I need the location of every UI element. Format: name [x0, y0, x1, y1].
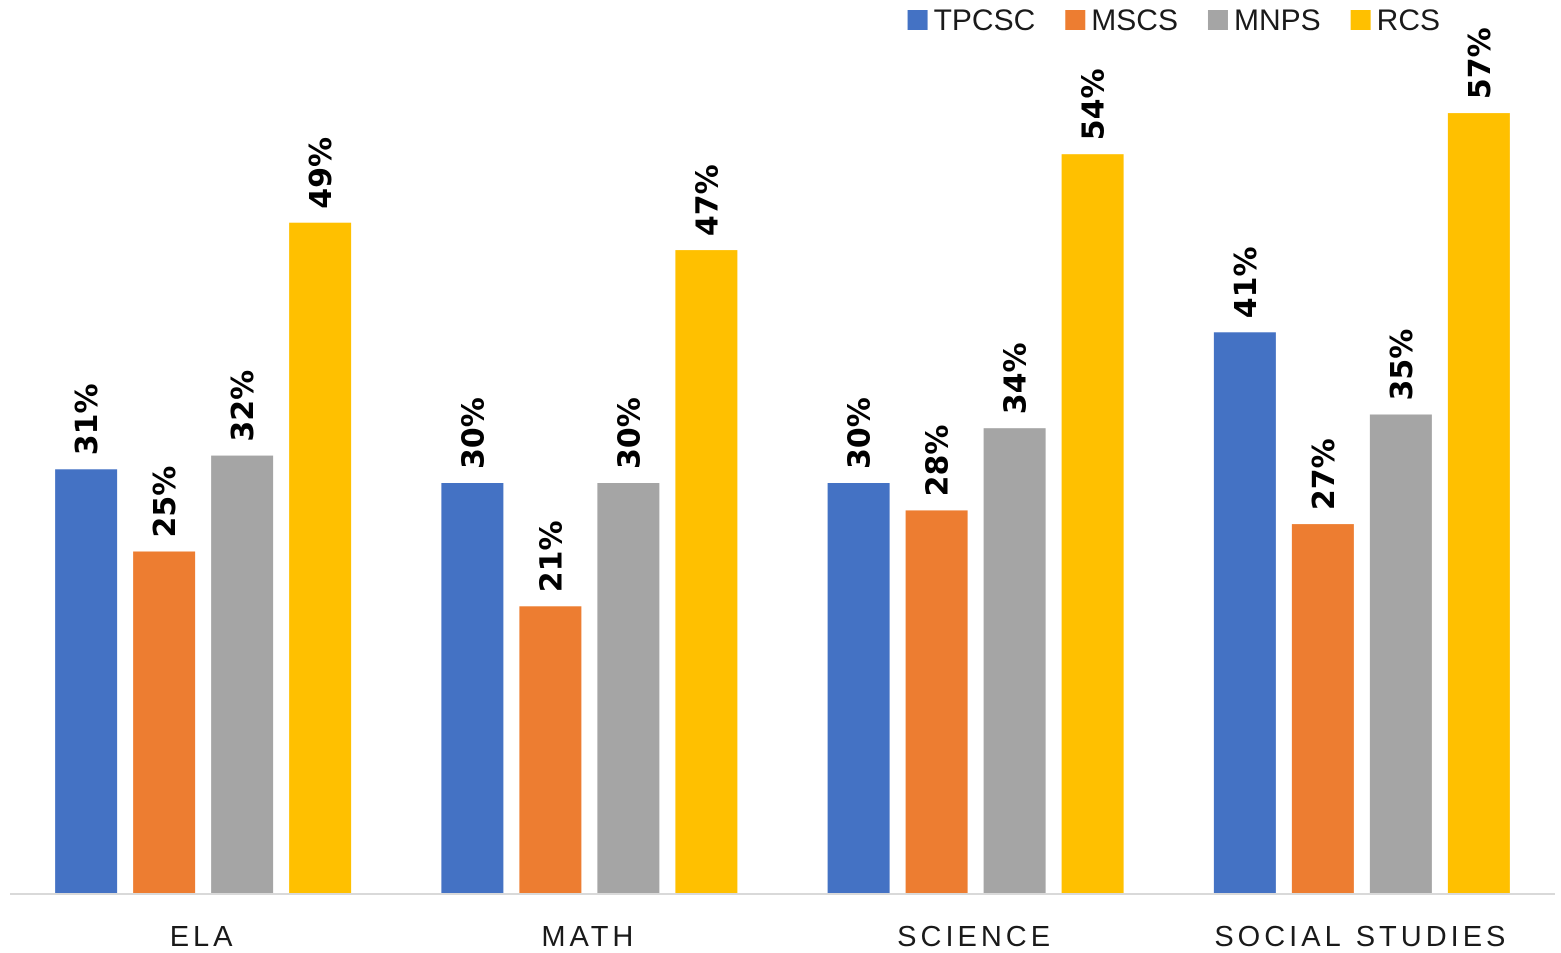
data-label-tpcsc-social-studies: 41%: [1229, 246, 1264, 318]
bar-tpcsc-science: [827, 483, 890, 894]
category-label-social-studies: SOCIAL STUDIES: [1214, 921, 1509, 953]
data-label-rcs-ela: 49%: [304, 137, 339, 209]
bar-mscs-ela: [133, 551, 196, 894]
bar-mscs-math: [519, 606, 582, 894]
bar-mnps-math: [597, 483, 660, 894]
category-label-group: ELA MATH SCIENCE SOCIAL STUDIES: [170, 921, 1509, 953]
bar-mscs-science: [905, 510, 968, 894]
bar-tpcsc-social-studies: [1213, 332, 1276, 894]
data-label-mnps-science: 34%: [999, 342, 1034, 414]
data-label-group: 31% 25% 32% 49% 30% 21% 30% 47% 30% 28% 34% 54% 41% 2…: [70, 27, 1498, 592]
category-label-ela: ELA: [170, 921, 237, 953]
bar-mnps-social-studies: [1369, 414, 1432, 894]
legend-label-tpcsc: TPCSC: [934, 4, 1036, 37]
legend-label-rcs: RCS: [1377, 4, 1440, 37]
bar-mnps-science: [983, 428, 1046, 894]
legend-label-mscs: MSCS: [1091, 4, 1178, 37]
bar-tpcsc-ela: [55, 469, 118, 894]
legend-swatch-mscs: [1065, 10, 1086, 30]
bar-mnps-ela: [211, 455, 274, 894]
data-label-tpcsc-math: 30%: [456, 397, 491, 469]
data-label-tpcsc-ela: 31%: [70, 383, 105, 455]
data-label-rcs-science: 54%: [1077, 68, 1112, 140]
chart-legend: TPCSC MSCS MNPS RCS: [907, 4, 1440, 37]
bar-mscs-social-studies: [1291, 524, 1354, 894]
bar-tpcsc-math: [441, 483, 504, 894]
data-label-rcs-math: 47%: [690, 164, 725, 236]
legend-label-mnps: MNPS: [1234, 4, 1321, 37]
legend-swatch-tpcsc: [907, 10, 928, 30]
data-label-mnps-social-studies: 35%: [1385, 329, 1420, 401]
data-label-mnps-math: 30%: [612, 397, 647, 469]
legend-swatch-mnps: [1207, 10, 1228, 30]
data-label-mnps-ela: 32%: [226, 370, 261, 442]
bar-rcs-social-studies: [1447, 113, 1510, 895]
bar-series-group: [55, 113, 1510, 895]
bar-rcs-science: [1061, 154, 1124, 894]
data-label-tpcsc-science: 30%: [843, 397, 878, 469]
data-label-mscs-ela: 25%: [148, 466, 183, 538]
data-label-mscs-social-studies: 27%: [1307, 438, 1342, 510]
legend-swatch-rcs: [1350, 10, 1371, 30]
data-label-mscs-science: 28%: [921, 425, 956, 497]
category-label-science: SCIENCE: [897, 921, 1054, 953]
category-label-math: MATH: [541, 921, 637, 953]
bar-rcs-ela: [289, 222, 352, 894]
bar-rcs-math: [675, 250, 738, 895]
data-label-mscs-math: 21%: [534, 520, 569, 592]
data-label-rcs-social-studies: 57%: [1463, 27, 1498, 99]
